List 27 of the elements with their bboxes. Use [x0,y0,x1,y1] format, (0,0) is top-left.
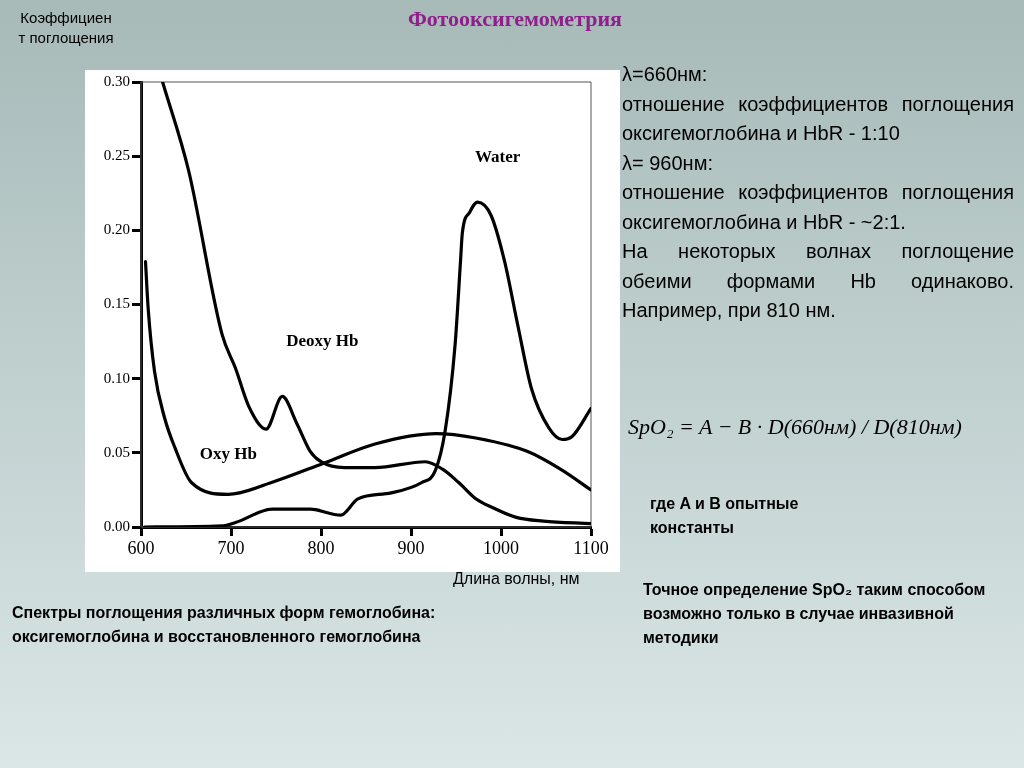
x-tick-label: 1000 [483,537,519,558]
y-tick-label: 0.05 [103,443,130,460]
x-axis-title: Длина волны, нм [453,570,580,588]
x-tick-label: 800 [307,537,335,558]
y-axis-title: Коэффициент поглощения [18,8,114,47]
text: На некоторых волнах поглощение обеими формами Hb одинаково. Например, при 810 нм. [622,239,1014,323]
text: λ=660нм: [622,62,709,87]
text: отношение коэффициентов поглощения оксигемоглобина и HbR - ~2:1. [622,180,1014,235]
x-tick-label: 1100 [573,537,609,558]
text: Точное определение SpO₂ таким способом возможно только в случае инвазивной методики [643,580,987,648]
y-tick-label: 0.30 [103,72,130,89]
text: λ= 960нм: [622,150,714,176]
y-tick-label: 0.20 [103,221,130,238]
series-label: Oxy Hb [199,443,257,463]
text: Deoxy Hb [286,330,359,350]
text: где A и B опытные константы [650,494,800,538]
y-tick-label: 0.00 [103,517,130,534]
x-tick-label: 700 [217,537,245,558]
y-tick-label: 0.25 [103,147,130,164]
y-tick-label: 0.10 [103,369,130,386]
chart-title: Фотооксигемометрия [406,6,624,32]
x-tick-label: 900 [397,537,425,558]
text: SpO₂ = A − B · D(660нм) / D(810нм) [628,414,962,440]
text: Water [474,146,521,166]
text: Спектры поглощения различных форм гемоглобина: оксигемоглобина и восстановленного гемоглобина [12,603,437,647]
y-tick-label: 0.15 [103,295,130,312]
x-tick-label: 600 [127,537,155,558]
